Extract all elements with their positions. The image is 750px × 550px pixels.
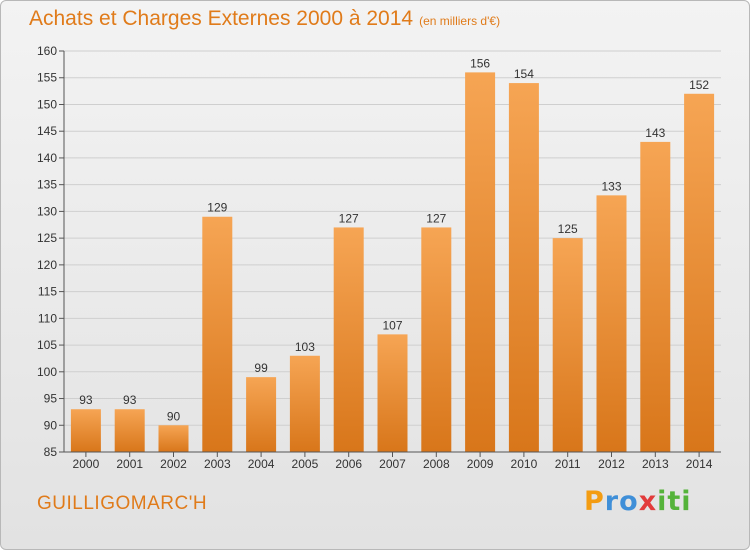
bar [508, 83, 539, 452]
data-label: 103 [295, 340, 315, 354]
y-tick-label: 155 [37, 71, 57, 85]
bar [640, 141, 671, 453]
data-label: 99 [254, 361, 268, 375]
bar [333, 227, 364, 452]
bar [202, 216, 233, 452]
y-tick-label: 130 [37, 204, 57, 218]
data-label: 129 [207, 201, 227, 215]
logo-letter: P [584, 486, 605, 517]
axes: 85 90 95 100 105 110 115 120 125 130 135 140 145 150 1… [37, 44, 721, 471]
y-tick-label: 145 [37, 124, 57, 138]
y-tick-label: 135 [37, 178, 57, 192]
bar [289, 355, 320, 452]
y-tick-label: 160 [37, 44, 57, 58]
bar [684, 93, 715, 453]
x-tick-label: 2005 [292, 457, 319, 471]
logo-letter: x [638, 486, 658, 517]
x-tick-label: 2003 [204, 457, 231, 471]
x-tick-label: 2009 [467, 457, 494, 471]
bars [70, 72, 715, 453]
bar [246, 377, 277, 452]
data-label: 152 [689, 78, 709, 92]
data-label: 107 [382, 318, 402, 332]
bar [377, 334, 408, 452]
y-tick-label: 140 [37, 151, 57, 165]
logo-letter: r [604, 486, 620, 517]
logo-letter: i [681, 486, 692, 517]
x-tick-label: 2001 [116, 457, 143, 471]
data-label: 90 [167, 409, 181, 423]
x-tick-label: 2010 [511, 457, 538, 471]
chart-title: Achats et Charges Externes 2000 à 2014 (e… [29, 7, 500, 31]
logo-letter: t [667, 486, 682, 517]
y-tick-label: 90 [44, 418, 58, 432]
y-tick-label: 85 [44, 445, 58, 459]
x-tick-label: 2007 [379, 457, 406, 471]
data-label: 93 [123, 393, 137, 407]
logo-letter: i [657, 486, 668, 517]
proxiti-logo[interactable]: Proxiti [584, 486, 692, 517]
data-label: 127 [339, 211, 359, 225]
chart-title-text: Achats et Charges Externes 2000 à 2014 [29, 7, 414, 30]
x-tick-label: 2013 [642, 457, 669, 471]
bar [158, 425, 189, 452]
value-labels: 93 93 90 129 99 103 127 107 127 156 154 125 133 143 15… [79, 56, 709, 423]
data-label: 133 [601, 179, 621, 193]
x-tick-label: 2004 [248, 457, 275, 471]
x-tick-label: 2012 [598, 457, 625, 471]
y-tick-label: 125 [37, 231, 57, 245]
x-tick-label: 2000 [73, 457, 100, 471]
y-tick-label: 100 [37, 365, 57, 379]
x-tick-label: 2011 [555, 457, 581, 471]
x-tick-label: 2006 [335, 457, 362, 471]
y-tick-label: 95 [44, 392, 58, 406]
x-tick-label: 2002 [160, 457, 187, 471]
chart-unit: (en milliers d'€) [419, 14, 501, 28]
bar [70, 409, 101, 452]
y-tick-label: 105 [37, 338, 57, 352]
x-tick-label: 2008 [423, 457, 450, 471]
bar [465, 72, 496, 453]
y-tick-label: 150 [37, 97, 57, 111]
data-label: 127 [426, 211, 446, 225]
data-label: 93 [79, 393, 93, 407]
y-tick-label: 120 [37, 258, 57, 272]
data-label: 154 [514, 67, 534, 81]
bar [596, 195, 627, 453]
y-tick-label: 115 [38, 285, 57, 299]
x-tick-label: 2014 [686, 457, 713, 471]
commune-name: GUILLIGOMARC'H [37, 493, 208, 514]
logo-letter: o [619, 486, 639, 517]
bar [552, 238, 583, 452]
data-label: 125 [558, 222, 578, 236]
bar [421, 227, 452, 452]
y-tick-label: 110 [38, 311, 57, 325]
data-label: 156 [470, 56, 490, 70]
data-label: 143 [645, 126, 665, 140]
bar [114, 409, 145, 452]
